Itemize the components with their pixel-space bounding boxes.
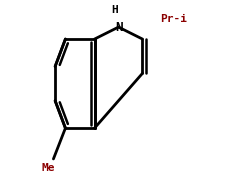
Text: H: H	[111, 5, 118, 15]
Text: Me: Me	[41, 163, 55, 173]
Text: Pr-i: Pr-i	[160, 13, 187, 23]
Text: N: N	[115, 21, 122, 34]
